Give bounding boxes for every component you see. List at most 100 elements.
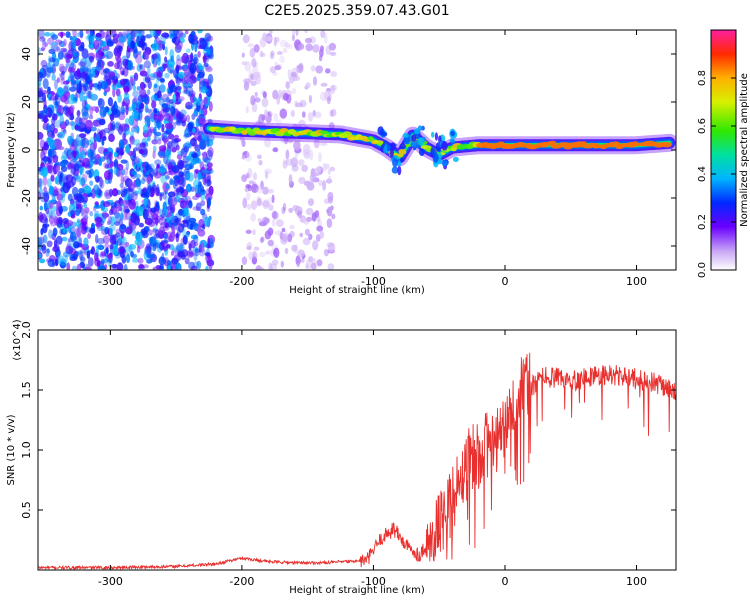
colorbar-label: Normalized spectral amplitude	[739, 73, 750, 227]
noise-blob	[157, 53, 161, 62]
noise-blob	[81, 219, 87, 231]
noise-blob	[80, 41, 85, 50]
noise-blob	[246, 192, 251, 201]
noise-blob	[310, 65, 316, 72]
noise-blob	[316, 259, 323, 267]
noise-blob	[64, 119, 70, 126]
noise-blob	[267, 239, 274, 247]
noise-blob	[111, 263, 118, 269]
snr-x-axis-label: Height of straight line (km)	[289, 585, 425, 596]
noise-blob	[118, 35, 126, 44]
noise-blob	[202, 54, 207, 64]
noise-blob	[323, 32, 328, 44]
noise-blob	[178, 71, 185, 79]
noise-blob	[305, 82, 311, 88]
noise-blob	[270, 52, 275, 59]
noise-blob	[151, 139, 158, 145]
noise-blob	[80, 67, 88, 73]
ridge-peak	[229, 126, 237, 132]
noise-blob	[200, 166, 206, 177]
y-tick-label: 0.5	[20, 501, 33, 519]
noise-blob	[149, 73, 157, 78]
noise-blob	[119, 146, 124, 157]
noise-blob	[192, 127, 196, 134]
noise-blob	[188, 90, 191, 98]
noise-blob	[241, 52, 245, 58]
noise-blob	[308, 256, 314, 263]
noise-blob	[81, 137, 89, 149]
snr-y-axis-label: SNR (10 * v/v)	[6, 414, 17, 485]
noise-blob	[250, 213, 256, 222]
noise-blob	[197, 30, 203, 34]
noise-blob	[306, 216, 312, 222]
noise-blob	[102, 235, 110, 245]
noise-blob	[104, 212, 108, 217]
noise-blob	[171, 257, 179, 265]
noise-blob	[81, 48, 89, 59]
noise-blob	[285, 81, 291, 90]
noise-blob	[268, 204, 274, 211]
noise-blob	[182, 144, 189, 154]
ridge-peak	[367, 136, 374, 141]
noise-blob	[116, 73, 120, 79]
signal-ridge	[200, 119, 676, 176]
noise-blob	[146, 108, 152, 114]
noise-blob	[307, 112, 314, 122]
snr-panel: -300 -200 -100 0 100 0.5 1.0 1.5 2.0 Height of …	[6, 319, 677, 596]
noise-blob	[81, 83, 86, 88]
noise-blob	[48, 48, 56, 55]
noise-blob	[87, 233, 91, 239]
noise-blob	[131, 109, 139, 120]
noise-blob	[118, 197, 123, 203]
noise-blob	[106, 220, 111, 226]
noise-blob	[182, 155, 190, 164]
noise-blob	[82, 192, 89, 197]
noise-blob	[319, 230, 324, 239]
noise-blob	[199, 139, 207, 150]
noise-blob	[114, 104, 119, 110]
colorbar-tick-label: 0.0	[697, 262, 708, 278]
noise-blob	[276, 119, 282, 127]
noise-blob	[99, 129, 106, 140]
noise-blob	[164, 72, 170, 79]
spectrogram-y-axis-label: Frequency (Hz)	[6, 112, 17, 188]
noise-blob	[69, 86, 77, 92]
noise-blob	[93, 204, 101, 209]
noise-blob	[256, 266, 265, 270]
noise-blob	[54, 79, 58, 90]
noise-blob	[185, 141, 191, 148]
noise-blob	[72, 150, 77, 159]
noise-blob	[98, 265, 107, 270]
noise-blob	[103, 162, 108, 169]
noise-blob	[276, 51, 283, 55]
noise-blob	[125, 253, 131, 264]
noise-blob	[184, 128, 190, 138]
noise-blob	[128, 115, 135, 126]
noise-blob	[52, 186, 58, 194]
noise-region-0	[38, 30, 216, 270]
noise-blob	[131, 170, 137, 176]
noise-blob	[38, 131, 44, 140]
noise-blob	[97, 146, 106, 154]
noise-blob	[44, 200, 47, 211]
noise-blob	[76, 263, 82, 270]
noise-blob	[262, 91, 267, 99]
noise-blob	[139, 103, 144, 113]
noise-blob	[148, 229, 153, 236]
noise-blob	[175, 144, 180, 151]
noise-blob	[144, 52, 150, 61]
noise-blob	[191, 77, 199, 83]
noise-blob	[119, 166, 123, 176]
noise-blob	[55, 235, 63, 245]
noise-blob	[267, 188, 274, 194]
noise-blob	[153, 168, 159, 177]
noise-blob	[48, 57, 56, 63]
noise-blob	[326, 206, 333, 217]
noise-blob	[166, 231, 173, 240]
noise-blob	[184, 74, 190, 85]
colorbar-gradient	[710, 29, 737, 271]
noise-blob	[251, 102, 258, 113]
noise-blob	[82, 199, 88, 204]
noise-blob	[100, 40, 107, 47]
